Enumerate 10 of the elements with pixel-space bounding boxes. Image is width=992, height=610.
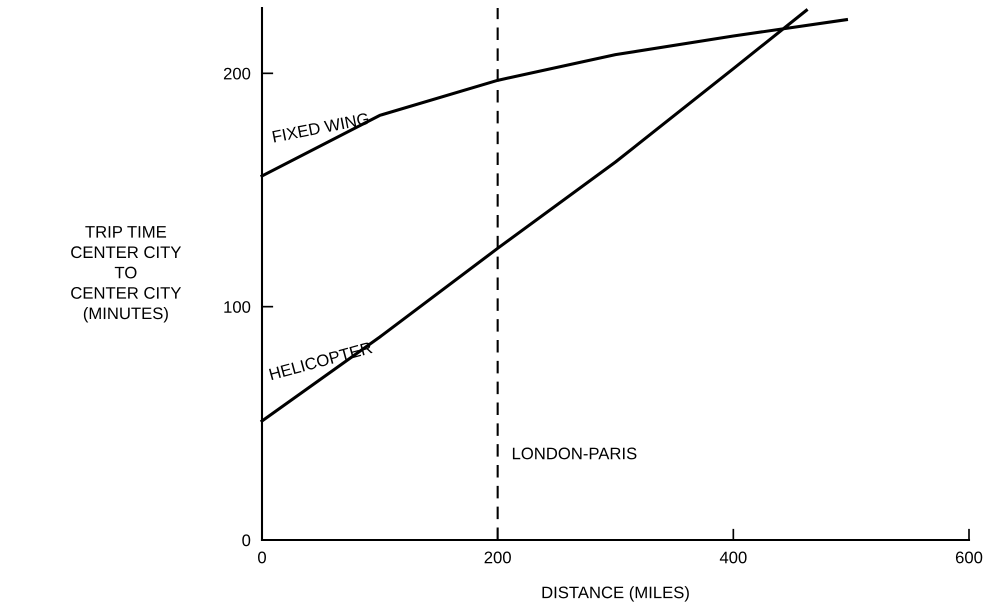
ref-line-label: LONDON-PARIS (512, 448, 636, 460)
y-tick-label: 200 (224, 68, 250, 80)
x-tick-label: 400 (720, 552, 747, 564)
x-tick-label: 0 (258, 552, 266, 564)
y-tick-label: 0 (242, 534, 250, 546)
x-tick-label: 200 (484, 552, 511, 564)
x-axis-title: DISTANCE (MILES) (542, 586, 689, 602)
y-tick-label: 100 (224, 301, 250, 313)
y-axis-title: TRIP TIME CENTER CITY TO CENTER CITY (MINUTES) (71, 226, 182, 322)
x-tick-label: 600 (956, 552, 982, 564)
